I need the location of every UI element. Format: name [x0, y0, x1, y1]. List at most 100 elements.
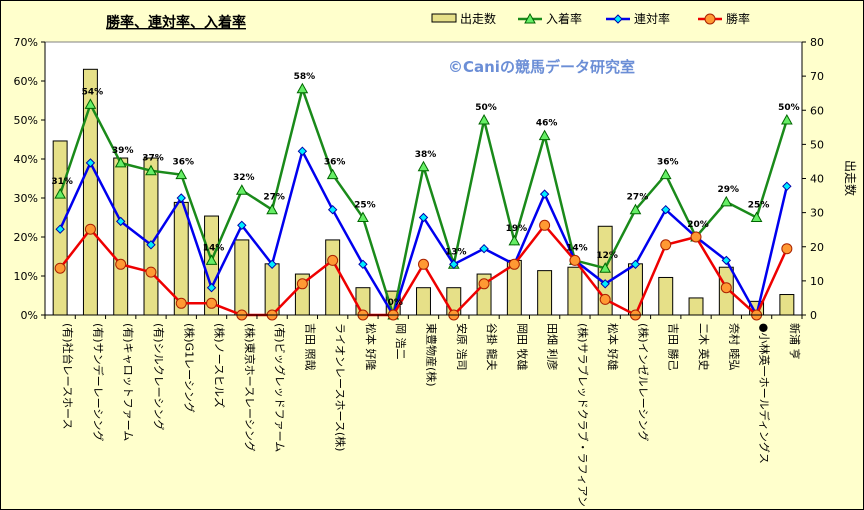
category-labels: (有)社台レースホース (有)サンデーレーシング (有)キャロットファーム (有)シル… [61, 323, 802, 507]
line-series [54, 82, 793, 321]
data-label: 36% [172, 158, 194, 168]
point-marker [146, 240, 156, 250]
watermark: ©Caniの競馬データ研究室 [448, 58, 635, 76]
category-label: 松本 好雄 [606, 323, 620, 371]
category-label: 岡田 牧雄 [515, 323, 529, 371]
legend-marker [524, 12, 536, 24]
right-tick-label: 0 [810, 309, 817, 322]
point-marker [176, 193, 186, 203]
legend-marker [613, 14, 623, 24]
point-marker [115, 258, 127, 270]
data-label: 50% [475, 103, 497, 113]
legend-label: 入着率 [546, 11, 582, 26]
right-axis-label: 出走数 [843, 160, 858, 196]
point-marker [690, 231, 702, 243]
category-label: (株)サラブレッドクラブ・ラフィアン [576, 323, 590, 507]
bar [113, 157, 129, 316]
category-label: 東豊物産(株) [425, 323, 439, 387]
left-tick-label: 40% [14, 153, 38, 166]
data-label: 36% [324, 158, 346, 168]
data-label: 25% [748, 201, 770, 211]
point-marker [237, 220, 247, 231]
data-label: 13% [445, 247, 467, 257]
point-marker [781, 243, 793, 255]
data-label: 0% [388, 298, 403, 308]
point-marker [145, 164, 157, 176]
point-marker [569, 254, 581, 266]
category-label: (有)社台レースホース [61, 323, 75, 429]
point-marker [781, 113, 793, 125]
left-tick-label: 60% [14, 75, 38, 88]
point-marker [720, 282, 732, 294]
data-label: 25% [354, 201, 376, 211]
category-label: 田畑 利彦 [546, 323, 560, 371]
data-label: 50% [778, 103, 800, 113]
category-label: 谷掛 龍夫 [485, 323, 499, 371]
legend-swatch [431, 13, 457, 23]
legend-marker [704, 13, 716, 25]
point-marker [750, 211, 763, 222]
category-label: 新浦 亨 [788, 323, 802, 360]
left-tick-label: 0% [21, 309, 38, 322]
left-tick-label: 10% [14, 270, 38, 283]
category-label: (株)ノースヒルズ [213, 323, 227, 408]
point-marker [235, 184, 248, 195]
legend-label: 出走数 [460, 11, 496, 26]
bar [416, 287, 431, 316]
data-label: 14% [203, 243, 225, 253]
point-marker [418, 258, 429, 270]
bar [658, 276, 674, 316]
category-label: ●小林英一ホールディングス [758, 323, 772, 464]
point-marker [661, 204, 671, 215]
point-marker [418, 212, 429, 223]
data-label: 12% [596, 251, 618, 261]
category-label: 岡 浩二 [394, 323, 407, 360]
point-marker [175, 168, 188, 180]
category-label: ライオンレースホース(株) [334, 323, 348, 451]
chart-title: 勝率、連対率、入着率 [106, 14, 246, 31]
data-label: 54% [82, 87, 104, 97]
point-marker [358, 259, 368, 270]
data-label: 27% [627, 193, 649, 203]
category-label: (株)G1レーシング [182, 323, 196, 413]
bar [537, 270, 553, 316]
point-marker [478, 278, 490, 290]
category-label: (有)キャロットファーム [122, 323, 136, 441]
legend-label: 勝率 [726, 11, 750, 26]
point-marker [539, 219, 551, 231]
point-marker [326, 168, 339, 180]
point-marker [417, 160, 430, 172]
point-marker [296, 82, 309, 94]
category-label: 吉田 勝己 [667, 323, 681, 371]
point-marker [782, 181, 792, 192]
point-marker [206, 297, 218, 309]
point-marker [599, 262, 612, 273]
right-tick-label: 80 [810, 36, 824, 49]
point-marker [539, 189, 550, 199]
data-label: 31% [51, 177, 73, 187]
left-tick-label: 50% [14, 114, 38, 127]
bar [779, 294, 795, 316]
bar [264, 263, 280, 316]
data-label: 46% [536, 119, 558, 129]
category-label: 二木 英史 [697, 323, 711, 371]
data-label: 27% [263, 193, 285, 203]
data-label: 32% [233, 173, 255, 183]
point-marker [266, 203, 278, 215]
point-marker [84, 223, 96, 235]
category-label: (有)シルクレーシング [152, 323, 166, 430]
category-label: 安原 浩司 [455, 323, 469, 371]
bar [688, 297, 704, 316]
point-marker [720, 195, 733, 207]
point-marker [721, 255, 732, 266]
right-tick-label: 40 [810, 173, 824, 186]
category-label: (有)サンデーレーシング [91, 323, 105, 441]
point-marker [478, 113, 490, 125]
point-marker [660, 239, 672, 251]
point-marker [175, 297, 187, 309]
data-label: 14% [566, 243, 588, 253]
category-label: (株)インゼルレーシング [636, 323, 650, 441]
point-marker [145, 266, 157, 278]
data-label: 58% [294, 72, 316, 82]
